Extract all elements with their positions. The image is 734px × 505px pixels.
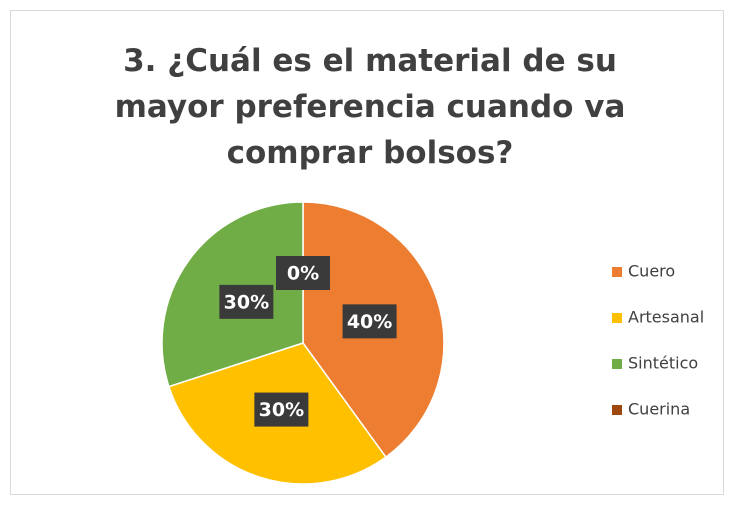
value-label: 30%: [259, 399, 304, 421]
legend-label: Sintético: [628, 354, 698, 373]
value-label: 40%: [347, 311, 392, 333]
value-label-box: [254, 392, 309, 427]
legend-label: Cuerina: [628, 400, 690, 419]
value-label: 30%: [224, 291, 269, 313]
legend-swatch: [612, 405, 622, 415]
legend-label: Artesanal: [628, 308, 704, 327]
value-label-box: [342, 304, 397, 339]
value-label: 0%: [287, 263, 319, 285]
chart-title: 3. ¿Cuál es el material de su mayor pref…: [114, 43, 626, 171]
legend-label: Cuero: [628, 262, 675, 281]
value-label-box: [219, 284, 274, 319]
legend-swatch: [612, 359, 622, 369]
legend-swatch: [612, 313, 622, 323]
legend-swatch: [612, 267, 622, 277]
value-label-box: [276, 256, 330, 290]
